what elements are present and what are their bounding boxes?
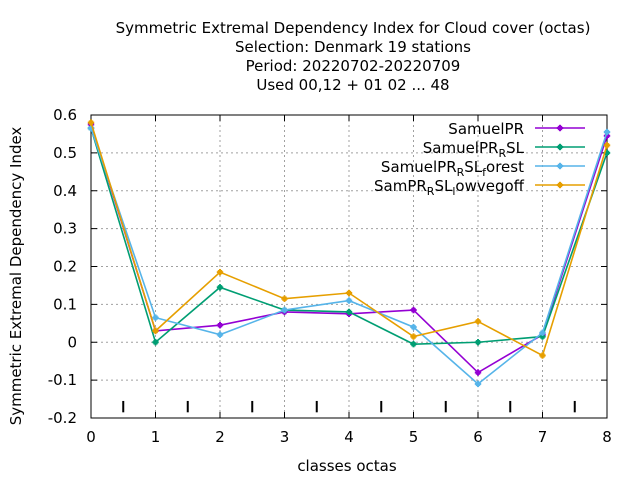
- y-axis-label: Symmetric Extremal Dependency Index: [7, 127, 25, 426]
- x-tick-label: 0: [86, 428, 96, 446]
- data-point: [152, 327, 159, 335]
- y-tick-label: 0: [67, 333, 77, 351]
- legend-marker-3: [556, 181, 564, 189]
- x-tick-label: 6: [473, 428, 483, 446]
- legend-label-1: SamuelPRRSL: [423, 139, 525, 160]
- data-point: [410, 340, 417, 348]
- data-point: [410, 306, 417, 314]
- legend: SamuelPR SamuelPRRSL SamuelPRRSLforest S…: [374, 120, 585, 198]
- title-line-1: Symmetric Extremal Dependency Index for …: [116, 19, 591, 37]
- data-point: [345, 308, 353, 316]
- data-point: [410, 333, 417, 340]
- y-tick-label: 0.5: [53, 144, 77, 162]
- y-tick-label: 0.4: [53, 182, 77, 200]
- title-line-3: Period: 20220702-20220709: [246, 57, 461, 75]
- legend-marker-0: [556, 124, 564, 132]
- data-point: [345, 289, 353, 297]
- x-axis-label: classes octas: [297, 457, 397, 475]
- data-point: [603, 142, 611, 149]
- x-tick-label: 5: [409, 428, 419, 446]
- data-point: [345, 297, 353, 304]
- title-line-2: Selection: Denmark 19 stations: [235, 38, 471, 56]
- y-tick-label: 0.1: [53, 295, 77, 313]
- minor-ticks: [122, 400, 576, 413]
- y-tick-label: 0.2: [53, 258, 77, 276]
- data-point: [281, 306, 288, 314]
- data-point: [152, 339, 159, 346]
- data-point: [539, 329, 546, 336]
- x-tick-label: 3: [280, 428, 290, 446]
- gridlines: [91, 115, 607, 418]
- data-point: [87, 119, 95, 126]
- data-point: [216, 331, 224, 338]
- legend-marker-2: [556, 162, 564, 170]
- data-point: [216, 284, 224, 291]
- x-tick-label: 2: [215, 428, 225, 446]
- y-tick-label: 0.6: [53, 106, 77, 124]
- data-point: [281, 295, 288, 302]
- data-point: [474, 380, 482, 388]
- x-tick-label: 4: [344, 428, 354, 446]
- legend-label-0: SamuelPR: [448, 120, 524, 138]
- y-tick-labels: -0.2 -0.1 0 0.1 0.2 0.3 0.4 0.5 0.6: [48, 106, 77, 427]
- data-point: [603, 128, 611, 136]
- legend-label-3: SamPRRSLlowvegoff: [374, 177, 525, 198]
- x-tick-label: 1: [151, 428, 161, 446]
- data-point: [216, 268, 224, 276]
- y-tick-label: -0.2: [48, 409, 77, 427]
- y-tick-label: 0.3: [53, 220, 77, 238]
- data-point: [152, 314, 159, 321]
- y-tick-label: -0.1: [48, 371, 77, 389]
- axis-ticks: [90, 114, 608, 419]
- x-tick-label: 7: [538, 428, 548, 446]
- data-point: [216, 322, 224, 329]
- data-point: [474, 369, 482, 376]
- series-group: [87, 119, 611, 388]
- legend-label-2: SamuelPRRSLforest: [381, 158, 524, 179]
- x-tick-labels: 0 1 2 3 4 5 6 7 8: [86, 428, 612, 446]
- data-point: [474, 318, 482, 325]
- data-point: [539, 352, 546, 359]
- data-point: [410, 323, 417, 331]
- data-point: [474, 339, 482, 346]
- legend-samples: [535, 124, 585, 189]
- title-line-4: Used 00,12 + 01 02 ... 48: [256, 76, 449, 94]
- chart-title: Symmetric Extremal Dependency Index for …: [116, 19, 591, 94]
- x-tick-label: 8: [602, 428, 612, 446]
- legend-marker-1: [556, 143, 564, 151]
